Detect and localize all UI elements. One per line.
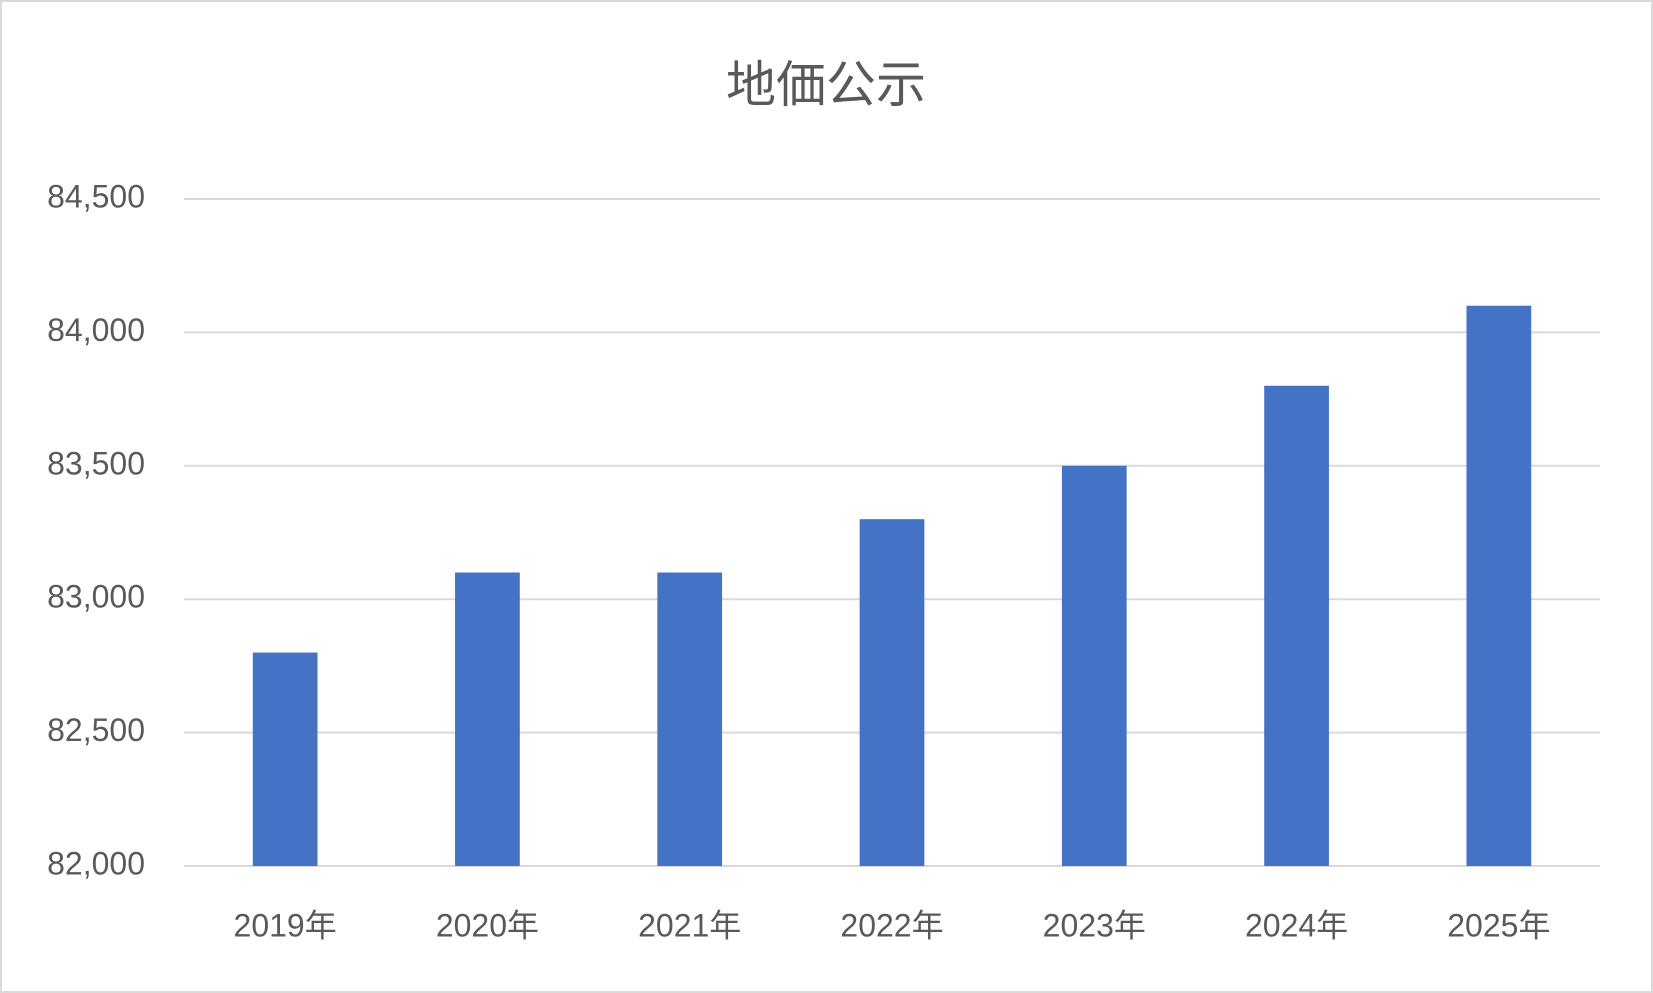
x-tick-label: 2025年 (1447, 907, 1550, 943)
bar (1264, 385, 1329, 866)
y-tick-label: 83,500 (47, 445, 145, 481)
x-tick-label: 2024年 (1245, 907, 1348, 943)
x-tick-label: 2022年 (840, 907, 943, 943)
x-tick-label: 2020年 (436, 907, 539, 943)
bar (252, 652, 318, 866)
x-tick-label: 2023年 (1043, 907, 1146, 943)
bar (657, 572, 723, 866)
bar (1061, 465, 1127, 866)
bar (859, 519, 925, 866)
y-tick-label: 84,000 (47, 312, 145, 348)
y-tick-label: 84,500 (47, 178, 145, 214)
chart-title: 地価公示 (726, 57, 926, 113)
bar (455, 572, 520, 866)
x-tick-label: 2021年 (638, 907, 741, 943)
x-tick-label: 2019年 (234, 907, 337, 943)
y-tick-label: 82,500 (47, 712, 145, 748)
y-tick-label: 83,000 (47, 579, 145, 615)
y-tick-label: 82,000 (47, 845, 145, 881)
bar (1466, 305, 1532, 867)
